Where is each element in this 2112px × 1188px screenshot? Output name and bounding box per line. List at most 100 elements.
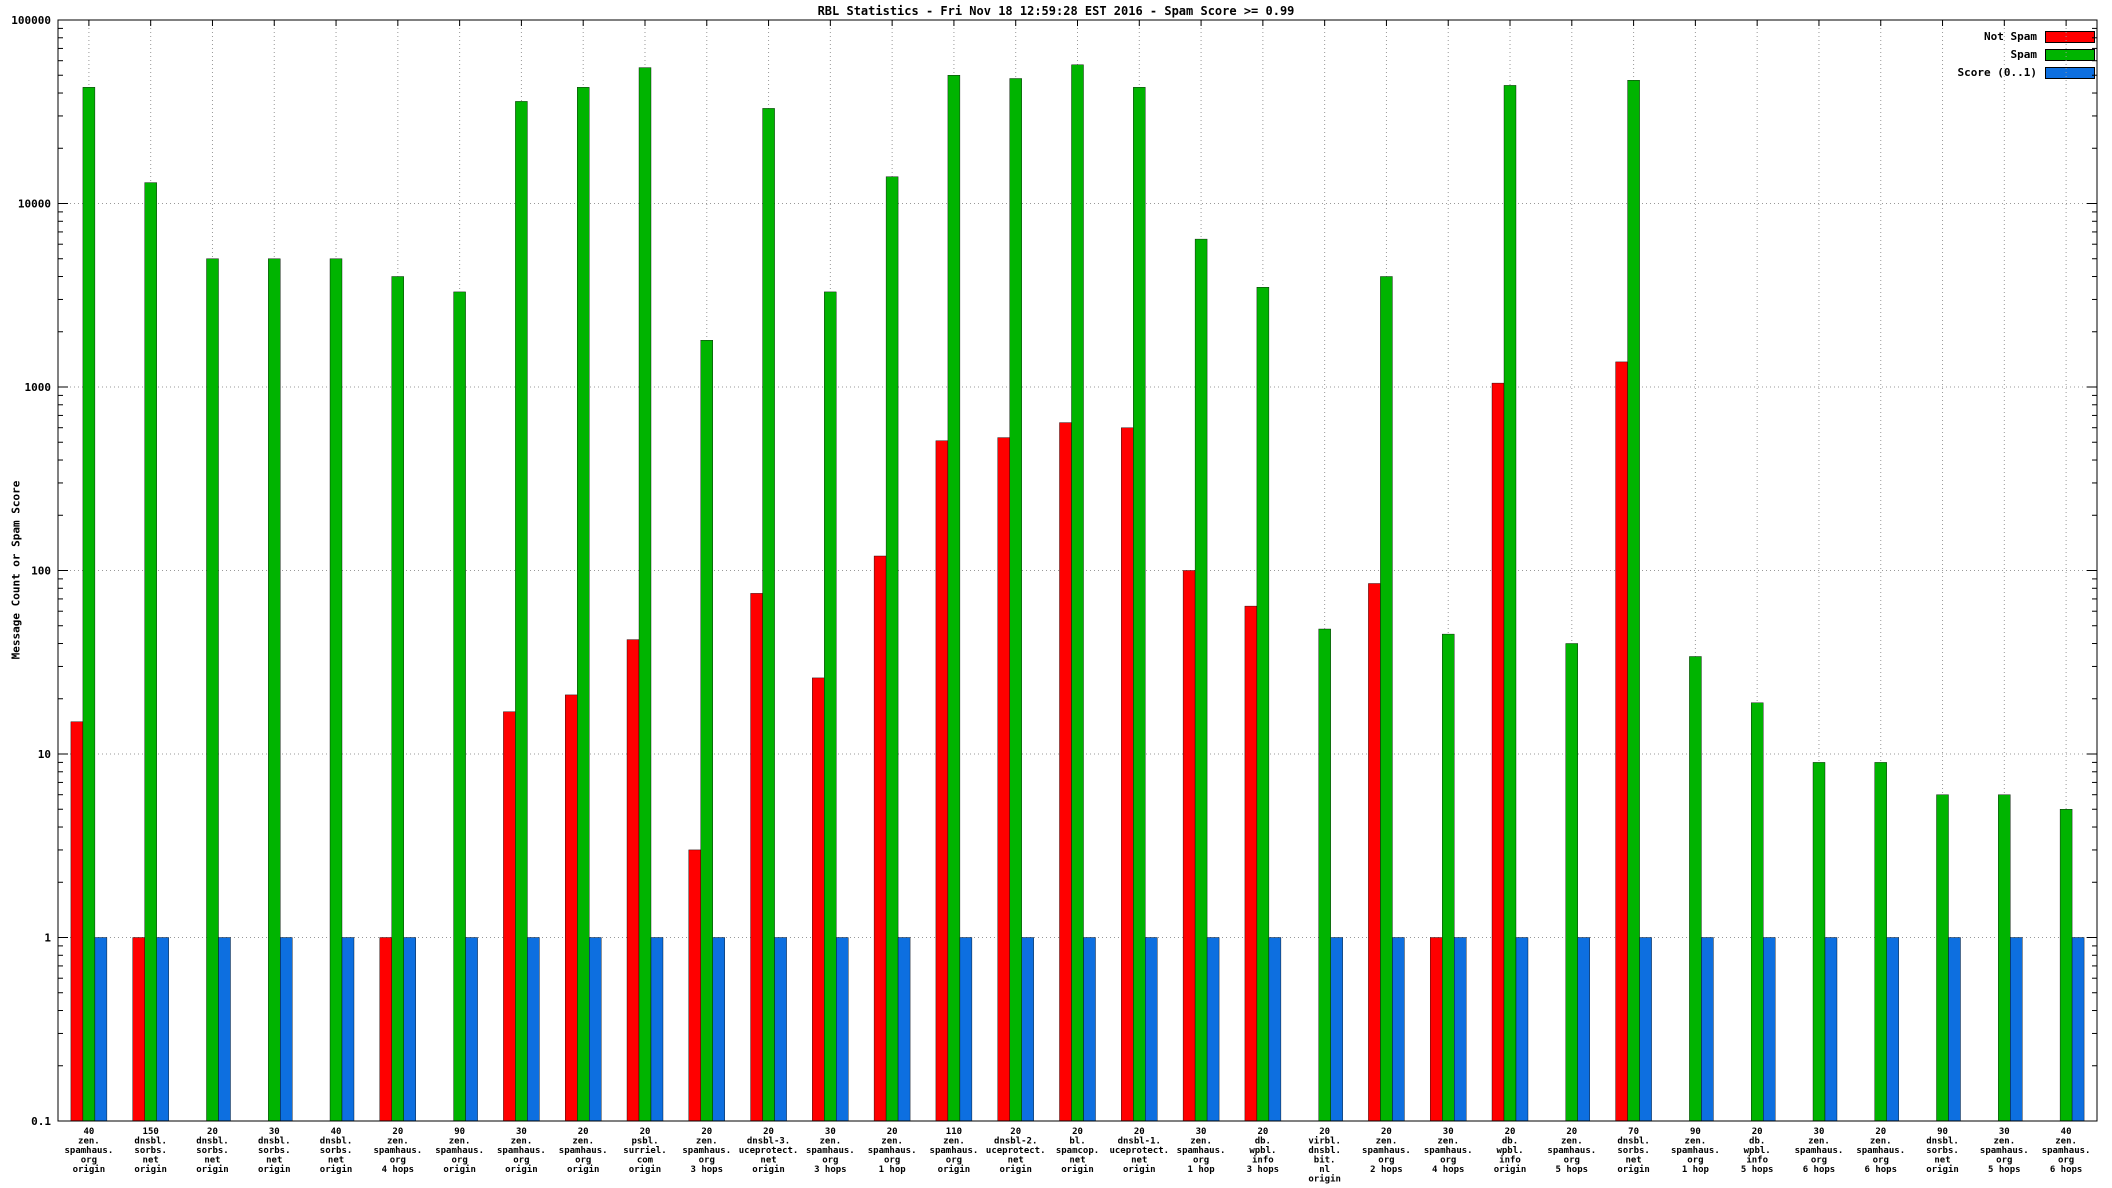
bar-spam: [453, 291, 466, 1122]
bar-score: [1145, 937, 1158, 1122]
bar-score: [1762, 937, 1776, 1122]
bar-spam: [1627, 79, 1640, 1122]
legend-swatch-not-spam: [2045, 30, 2095, 43]
bar-not-spam: [626, 639, 640, 1122]
x-tick-label: 20 db. wpbl. info 3 hops: [1247, 1127, 1280, 1175]
x-tick-label: 150 dnsbl. sorbs. net origin: [134, 1127, 167, 1175]
bar-not-spam: [70, 721, 84, 1122]
x-tick-label: 40 dnsbl. sorbs. net origin: [320, 1127, 353, 1175]
bar-score: [1206, 937, 1220, 1122]
bar-not-spam: [873, 555, 887, 1122]
bar-not-spam: [750, 593, 763, 1122]
bar-spam: [1133, 87, 1146, 1122]
bar-score: [1083, 937, 1096, 1122]
bar-spam: [1812, 762, 1826, 1122]
bar-spam: [1441, 633, 1455, 1122]
bar-spam: [762, 108, 775, 1122]
bar-spam: [1009, 78, 1022, 1122]
bar-not-spam: [132, 937, 145, 1122]
y-tick-label: 10000: [18, 198, 51, 211]
bar-not-spam: [1244, 605, 1258, 1122]
bar-spam: [1998, 794, 2011, 1122]
bar-spam: [1194, 238, 1208, 1122]
bar-spam: [700, 340, 713, 1122]
bar-spam: [1503, 85, 1517, 1122]
bar-score: [650, 937, 664, 1122]
bar-spam: [82, 87, 96, 1122]
legend-swatch-score: [2045, 66, 2095, 79]
bar-spam: [515, 101, 528, 1122]
legend-label-not-spam: Not Spam: [1984, 30, 2037, 43]
bar-score: [836, 937, 849, 1122]
legend-label-score: Score (0..1): [1957, 66, 2037, 79]
bar-spam: [2059, 809, 2073, 1122]
x-tick-label: 20 bl. spamcop. net origin: [1056, 1127, 1099, 1175]
bar-spam: [947, 74, 961, 1122]
x-tick-label: 20 zen. spamhaus. org 2 hops: [1362, 1127, 1411, 1175]
x-tick-label: 20 db. wpbl. info 5 hops: [1741, 1127, 1774, 1175]
x-tick-label: 90 zen. spamhaus. org 1 hop: [1671, 1127, 1720, 1175]
legend-swatch-spam: [2045, 48, 2095, 61]
x-tick-label: 20 dnsbl-1. uceprotect. net origin: [1109, 1127, 1169, 1175]
y-tick-label: 1: [44, 932, 51, 945]
x-tick-label: 20 zen. spamhaus. org 3 hops: [682, 1127, 731, 1175]
bar-score: [959, 937, 973, 1122]
y-tick-label: 100: [31, 565, 51, 578]
legend-entry-not-spam: Not Spam: [1984, 30, 2095, 43]
bar-spam: [1318, 628, 1331, 1122]
x-tick-label: 30 zen. spamhaus. org 4 hops: [1424, 1127, 1473, 1175]
bar-score: [465, 937, 478, 1122]
bar-spam: [1071, 64, 1084, 1122]
x-tick-label: 20 db. wpbl. info origin: [1494, 1127, 1527, 1175]
x-tick-label: 90 dnsbl. sorbs. net origin: [1926, 1127, 1959, 1175]
y-tick-label: 0.1: [31, 1115, 51, 1128]
x-tick-label: 70 dnsbl. sorbs. net origin: [1617, 1127, 1650, 1175]
bar-not-spam: [503, 711, 516, 1122]
y-tick-label: 1000: [25, 381, 52, 394]
x-tick-label: 20 dnsbl. sorbs. net origin: [196, 1127, 229, 1175]
y-tick-label: 100000: [11, 14, 51, 27]
bar-score: [403, 937, 416, 1122]
bar-score: [156, 937, 169, 1122]
chart-title: RBL Statistics - Fri Nov 18 12:59:28 EST…: [817, 4, 1295, 18]
x-tick-label: 30 zen. spamhaus. org 3 hops: [806, 1127, 855, 1175]
plot-frame: [57, 19, 2098, 1122]
bar-score: [1948, 937, 1961, 1122]
bar-spam: [577, 87, 590, 1122]
bar-not-spam: [1491, 382, 1505, 1122]
bar-spam: [391, 276, 404, 1122]
bar-not-spam: [1429, 937, 1443, 1122]
bar-spam: [268, 258, 281, 1122]
legend-entry-spam: Spam: [2010, 48, 2095, 61]
x-tick-label: 40 zen. spamhaus. org origin: [65, 1127, 114, 1175]
x-tick-label: 20 dnsbl-2. uceprotect. net origin: [986, 1127, 1046, 1175]
bar-score: [94, 937, 108, 1122]
bar-not-spam: [1121, 427, 1134, 1122]
x-tick-label: 20 virbl. dnsbl. bit. nl origin: [1308, 1127, 1341, 1185]
bar-not-spam: [935, 440, 949, 1122]
bar-not-spam: [688, 849, 701, 1122]
bar-score: [1639, 937, 1652, 1122]
bar-score: [774, 937, 787, 1122]
x-tick-label: 30 zen. spamhaus. org origin: [497, 1127, 546, 1175]
bar-spam: [329, 258, 343, 1122]
x-tick-label: 20 zen. spamhaus. org 4 hops: [373, 1127, 422, 1175]
bar-score: [1392, 937, 1405, 1122]
bar-score: [2071, 937, 2085, 1122]
x-tick-label: 30 dnsbl. sorbs. net origin: [258, 1127, 291, 1175]
bar-not-spam: [812, 677, 825, 1122]
bar-spam: [824, 291, 837, 1122]
legend-label-spam: Spam: [2010, 48, 2038, 61]
bar-not-spam: [379, 937, 392, 1122]
bar-score: [1515, 937, 1529, 1122]
bar-not-spam: [1182, 570, 1196, 1122]
bar-spam: [1936, 794, 1949, 1122]
bar-not-spam: [1615, 361, 1628, 1122]
legend: Not Spam Spam Score (0..1): [1958, 30, 2095, 79]
x-tick-label: 20 psbl. surriel. com origin: [623, 1127, 666, 1175]
bar-not-spam: [1368, 583, 1381, 1122]
x-tick-label: 20 dnsbl-3. uceprotect. net origin: [739, 1127, 799, 1175]
bar-spam: [1874, 762, 1887, 1122]
bar-score: [1701, 937, 1714, 1122]
bar-spam: [885, 176, 899, 1122]
